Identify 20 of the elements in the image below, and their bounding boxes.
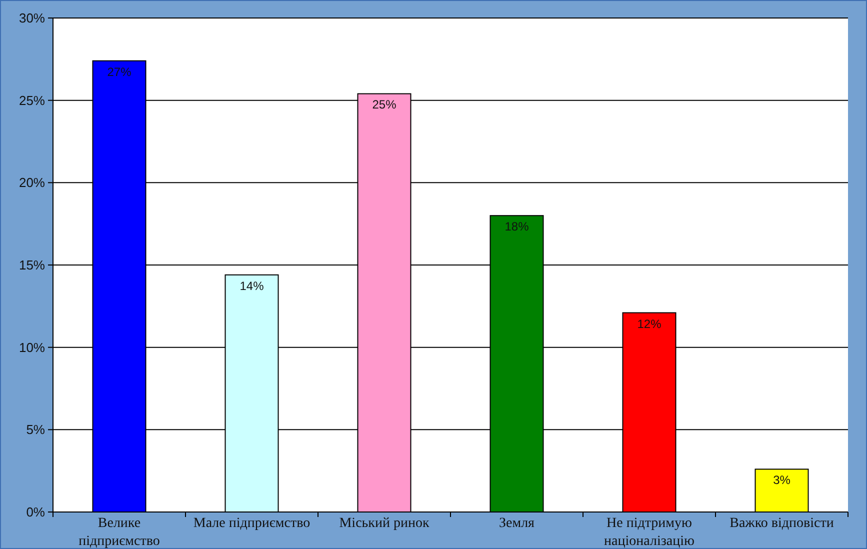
y-tick-label: 30% [18, 10, 46, 26]
x-tick-label: Не підтримую націоналізацію [604, 516, 694, 549]
x-tick-label: Велике підприємство [78, 516, 160, 549]
data-label: 3% [773, 473, 791, 488]
data-label: 25% [372, 98, 397, 112]
y-tick-label: 25% [18, 92, 46, 108]
data-label: 18% [504, 220, 530, 234]
y-tick-label: 10% [18, 340, 46, 355]
y-tick-label: 5% [26, 422, 46, 438]
x-tick-label: Важко відповісти [730, 516, 834, 531]
y-tick-label: 0% [26, 504, 46, 520]
x-tick-label: Мале підприємство [193, 516, 310, 531]
bar [754, 468, 809, 512]
y-tick-label: 15% [18, 258, 46, 273]
y-tick-label: 20% [18, 175, 46, 190]
data-label: 12% [637, 316, 662, 331]
x-tick-label: Міський ринок [339, 516, 430, 531]
data-label: 27% [107, 64, 132, 79]
data-label: 14% [240, 278, 264, 293]
x-tick-label: Земля [498, 516, 536, 531]
